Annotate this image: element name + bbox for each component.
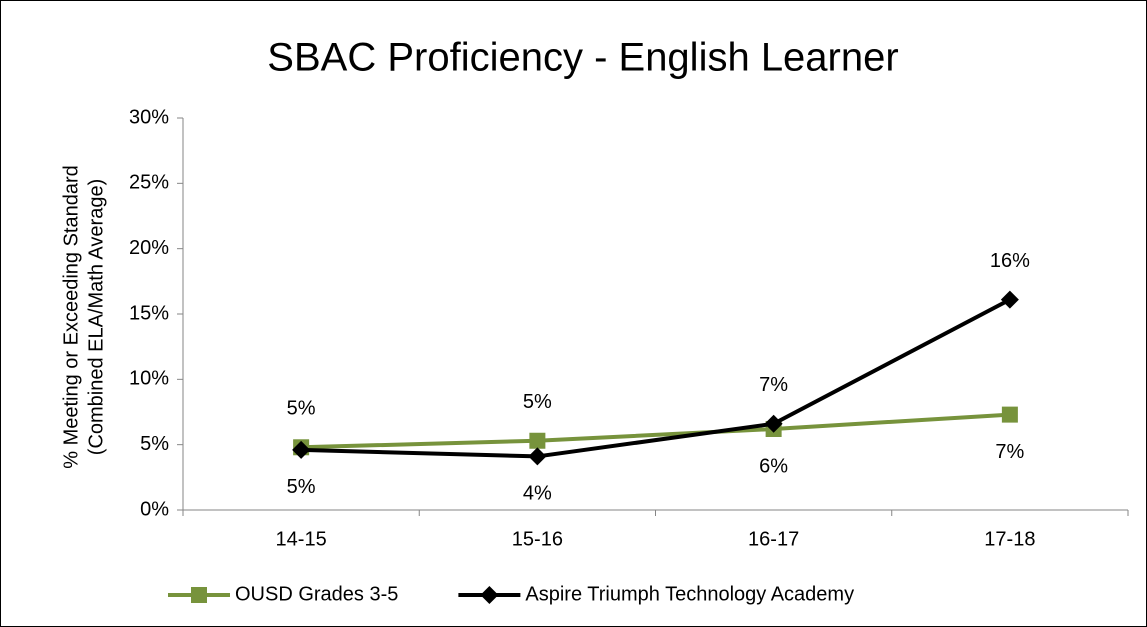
y-tick-label: 15% (129, 302, 169, 324)
y-tick-label: 25% (129, 172, 169, 194)
line (301, 412, 1011, 450)
data-label: 7% (995, 441, 1024, 463)
data-label: 16% (990, 250, 1030, 272)
data-label: 6% (759, 455, 788, 477)
y-tick-label: 5% (140, 433, 169, 455)
legend-marker (480, 586, 499, 604)
line (301, 297, 1011, 459)
marker (1000, 290, 1019, 309)
chart-title: SBAC Proficiency - English Learner (267, 36, 898, 80)
y-tick-label: 10% (129, 368, 169, 390)
y-tick-label: 30% (129, 106, 169, 128)
data-label: 4% (523, 483, 552, 505)
x-tick-label: 17-18 (984, 528, 1035, 550)
data-label: 5% (287, 398, 316, 420)
marker (528, 447, 547, 466)
marker (1001, 406, 1018, 423)
marker (292, 440, 311, 459)
data-label: 5% (523, 391, 552, 413)
x-tick-label: 16-17 (748, 528, 799, 550)
x-tick-label: 14-15 (276, 528, 327, 550)
y-tick-label: 20% (129, 237, 169, 259)
y-axis-label: % Meeting or Exceeding Standard (60, 165, 82, 469)
legend-label: OUSD Grades 3-5 (235, 583, 398, 605)
legend-label: Aspire Triumph Technology Academy (525, 583, 854, 605)
marker (529, 432, 546, 449)
y-tick-label: 0% (140, 498, 169, 520)
data-label: 7% (759, 374, 788, 396)
y-axis-label: (Combined ELA/Math Average) (85, 179, 107, 455)
x-tick-label: 15-16 (512, 528, 563, 550)
marker (764, 414, 783, 433)
legend-marker (191, 587, 207, 603)
data-label: 5% (287, 476, 316, 498)
